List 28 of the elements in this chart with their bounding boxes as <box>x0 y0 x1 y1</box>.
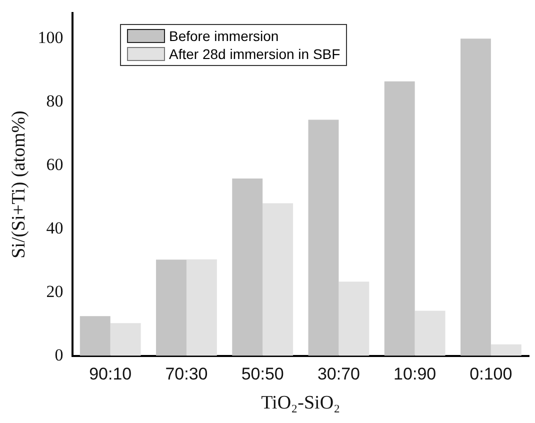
x-axis-title: TiO₂-SiO₂ <box>261 392 340 414</box>
x-tick-label: 50:50 <box>241 364 284 384</box>
bar <box>490 344 522 356</box>
bar <box>110 323 141 356</box>
bar <box>156 260 186 356</box>
bar <box>414 310 446 356</box>
bar <box>460 38 491 356</box>
bar <box>338 282 370 356</box>
x-tick-label: 90:10 <box>89 364 132 384</box>
bar <box>80 316 110 356</box>
y-tick-label: 0 <box>54 345 64 364</box>
bar <box>308 120 339 356</box>
y-tick-label: 40 <box>46 218 64 238</box>
x-tick-label: 30:70 <box>317 364 360 384</box>
legend-label: After 28d immersion in SBF <box>169 45 340 63</box>
y-tick-label: 20 <box>46 282 64 301</box>
bar <box>232 178 263 356</box>
bar <box>384 81 415 356</box>
bar <box>186 259 217 356</box>
y-axis-title: Si/(Si+Ti) (atom%) <box>8 110 30 258</box>
y-tick-label: 100 <box>38 28 64 48</box>
y-tick-label: 80 <box>46 91 64 110</box>
x-tick-label: 70:30 <box>165 364 208 384</box>
legend-label: Before immersion <box>169 27 279 45</box>
x-tick-label: 0:100 <box>470 364 512 384</box>
bar <box>262 203 294 356</box>
x-tick-label: 10:90 <box>394 364 436 384</box>
y-tick-label: 60 <box>46 154 64 174</box>
